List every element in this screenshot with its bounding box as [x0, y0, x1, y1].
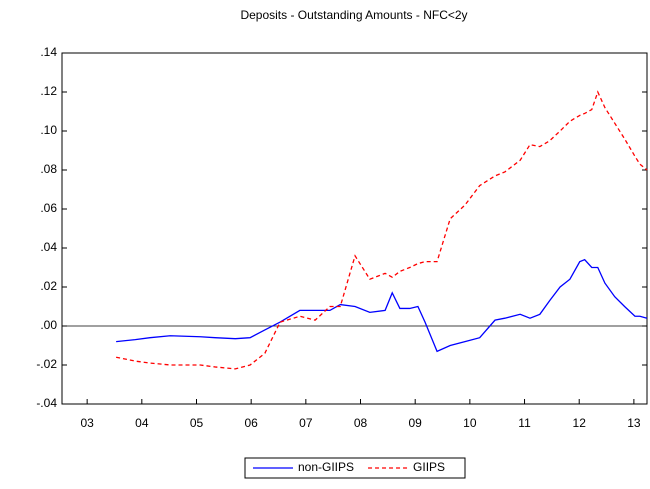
- y-tick-label: -.04: [36, 396, 57, 410]
- y-tick-label: .06: [40, 201, 57, 215]
- x-tick-label: 10: [463, 416, 477, 430]
- series-line: [116, 258, 648, 353]
- legend-box: [244, 457, 466, 479]
- legend-label: non-GIIPS: [298, 460, 354, 474]
- x-tick-label: 07: [299, 416, 313, 430]
- plot-frame: [61, 52, 648, 405]
- y-tick-label: .12: [40, 84, 57, 98]
- y-tick-label: .14: [40, 45, 57, 59]
- chart-title: Deposits - Outstanding Amounts - NFC<2y: [240, 8, 467, 22]
- legend-label: GIIPS: [413, 460, 445, 474]
- y-tick-label: .04: [40, 240, 57, 254]
- y-tick-label: .10: [40, 123, 57, 137]
- x-tick-label: 12: [573, 416, 587, 430]
- x-tick-label: 06: [244, 416, 258, 430]
- x-tick-label: 11: [518, 416, 531, 430]
- x-tick-label: 04: [135, 416, 149, 430]
- x-tick-label: 05: [190, 416, 204, 430]
- y-tick-label: .08: [40, 162, 57, 176]
- x-tick-label: 13: [627, 416, 641, 430]
- y-tick-label: .02: [40, 279, 57, 293]
- y-tick-label: .00: [40, 318, 57, 332]
- x-tick-label: 09: [409, 416, 423, 430]
- x-tick-label: 03: [80, 416, 94, 430]
- y-tick-label: -.02: [36, 357, 57, 371]
- x-tick-label: 08: [354, 416, 368, 430]
- series-line: [116, 90, 648, 370]
